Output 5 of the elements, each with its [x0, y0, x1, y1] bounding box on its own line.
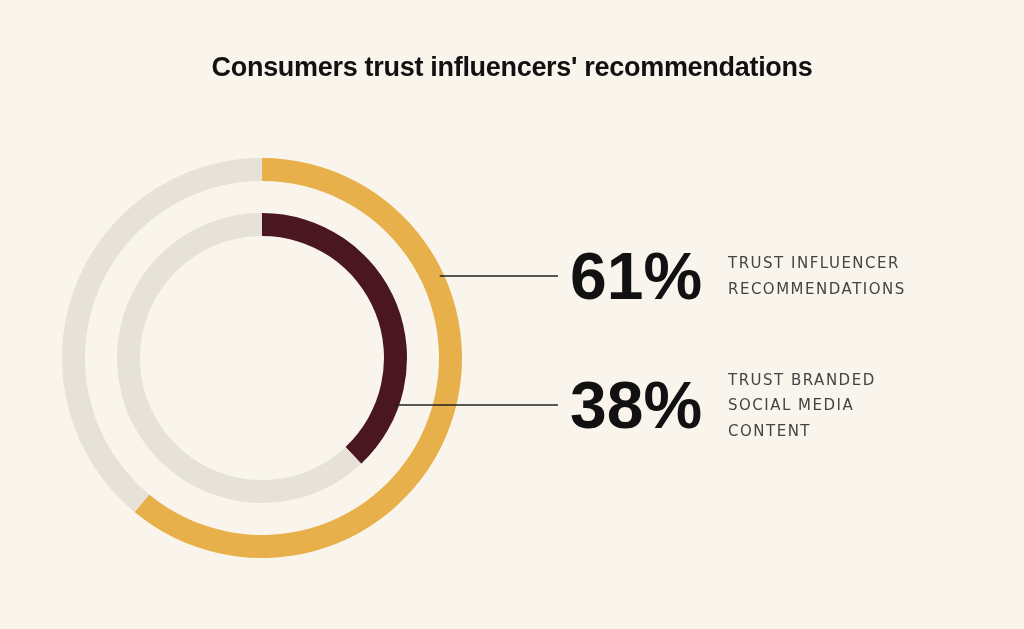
slice-label: TRUST BRANDED SOCIAL MEDIA CONTENT: [727, 370, 876, 440]
data-label: 61%: [570, 239, 703, 313]
slice-label: TRUST INFLUENCER RECOMMENDATIONS: [727, 254, 906, 298]
data-label: 38%: [570, 368, 703, 442]
chart-title: Consumers trust influencers' recommendations: [210, 52, 814, 83]
